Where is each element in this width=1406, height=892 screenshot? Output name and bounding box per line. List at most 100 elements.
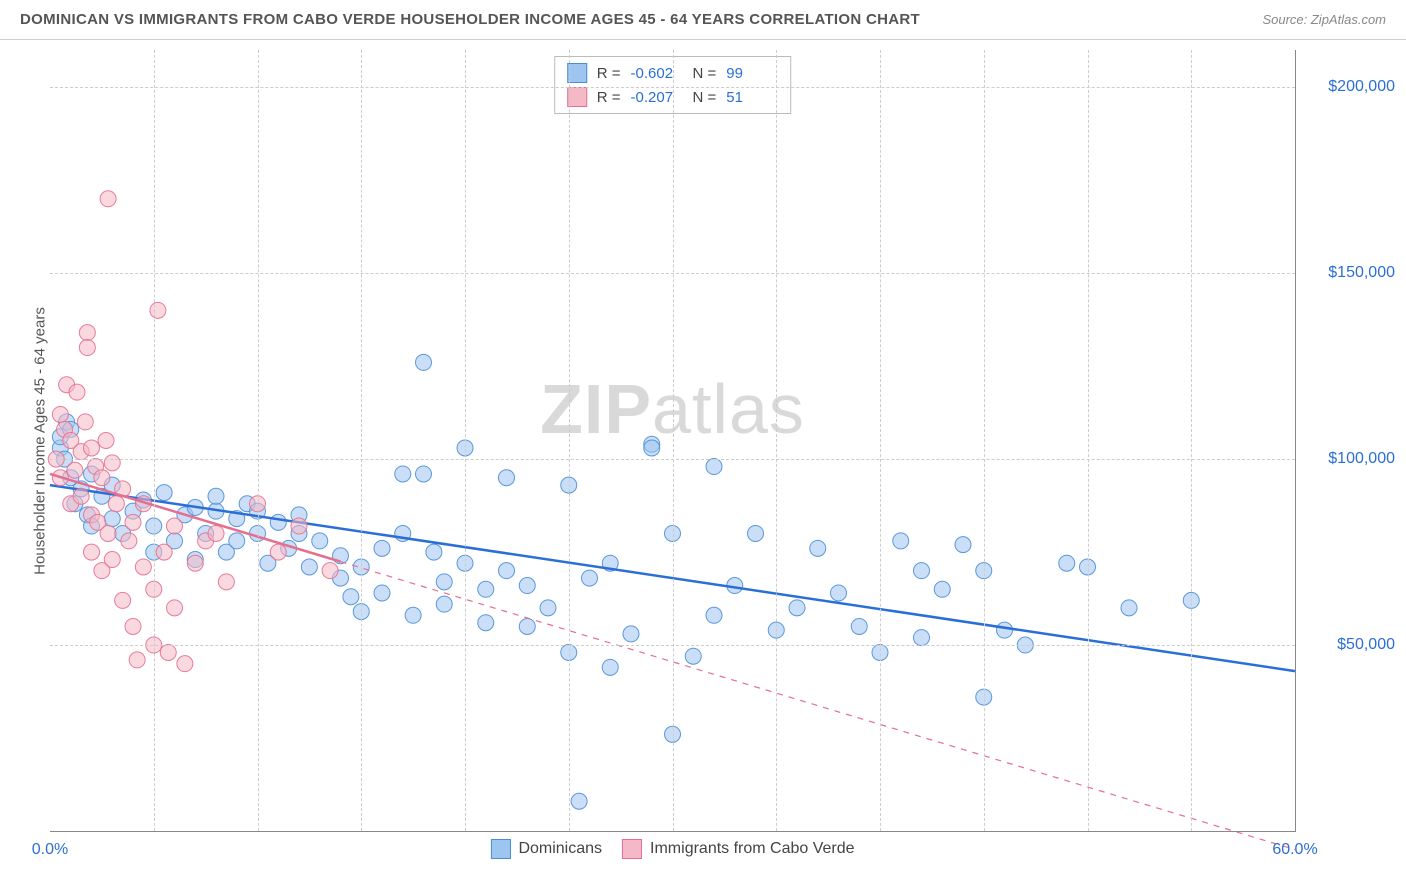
- data-point: [69, 384, 85, 400]
- data-point: [706, 459, 722, 475]
- data-point: [623, 626, 639, 642]
- data-point: [79, 340, 95, 356]
- data-point: [187, 555, 203, 571]
- data-point: [135, 559, 151, 575]
- data-point: [160, 644, 176, 660]
- legend-n-label: N =: [693, 65, 717, 82]
- data-point: [312, 533, 328, 549]
- data-point: [104, 552, 120, 568]
- data-point: [129, 652, 145, 668]
- gridline-v: [569, 50, 570, 831]
- legend-r-label: R =: [597, 65, 621, 82]
- data-point: [374, 540, 390, 556]
- legend-r-value: -0.207: [631, 89, 683, 106]
- legend-n-value: 99: [726, 65, 778, 82]
- data-point: [997, 622, 1013, 638]
- data-point: [519, 618, 535, 634]
- data-point: [77, 414, 93, 430]
- data-point: [125, 514, 141, 530]
- data-point: [218, 574, 234, 590]
- gridline-v: [1088, 50, 1089, 831]
- ytick-label: $50,000: [1305, 636, 1395, 654]
- legend-n-value: 51: [726, 89, 778, 106]
- gridline-v: [1191, 50, 1192, 831]
- data-point: [499, 563, 515, 579]
- gridline-v: [673, 50, 674, 831]
- data-point: [644, 440, 660, 456]
- data-point: [436, 574, 452, 590]
- legend-swatch: [490, 839, 510, 859]
- data-point: [1121, 600, 1137, 616]
- data-point: [789, 600, 805, 616]
- data-point: [84, 440, 100, 456]
- data-point: [177, 656, 193, 672]
- data-point: [499, 470, 515, 486]
- data-point: [748, 525, 764, 541]
- gridline-v: [776, 50, 777, 831]
- series-legend-label: Dominicans: [518, 840, 602, 858]
- data-point: [540, 600, 556, 616]
- data-point: [208, 525, 224, 541]
- data-point: [270, 544, 286, 560]
- data-point: [582, 570, 598, 586]
- data-point: [934, 581, 950, 597]
- data-point: [121, 533, 137, 549]
- gridline-v: [880, 50, 881, 831]
- gridline-v: [465, 50, 466, 831]
- data-point: [98, 433, 114, 449]
- ytick-label: $150,000: [1305, 264, 1395, 282]
- data-point: [156, 485, 172, 501]
- data-point: [914, 630, 930, 646]
- gridline-v: [154, 50, 155, 831]
- legend-r-value: -0.602: [631, 65, 683, 82]
- legend-swatch: [622, 839, 642, 859]
- data-point: [67, 462, 83, 478]
- data-point: [914, 563, 930, 579]
- chart-title: DOMINICAN VS IMMIGRANTS FROM CABO VERDE …: [20, 11, 920, 28]
- data-point: [73, 488, 89, 504]
- data-point: [810, 540, 826, 556]
- data-point: [100, 191, 116, 207]
- data-point: [79, 325, 95, 341]
- data-point: [478, 581, 494, 597]
- data-point: [125, 618, 141, 634]
- data-point: [1059, 555, 1075, 571]
- data-point: [104, 455, 120, 471]
- data-point: [436, 596, 452, 612]
- data-point: [108, 496, 124, 512]
- data-point: [270, 514, 286, 530]
- data-point: [706, 607, 722, 623]
- gridline-v: [258, 50, 259, 831]
- data-point: [291, 518, 307, 534]
- legend-r-label: R =: [597, 89, 621, 106]
- xtick-label: 0.0%: [32, 841, 68, 859]
- data-point: [104, 511, 120, 527]
- data-point: [301, 559, 317, 575]
- ytick-label: $100,000: [1305, 450, 1395, 468]
- trendline-extrapolated: [341, 562, 1296, 850]
- source-label: Source: ZipAtlas.com: [1262, 12, 1386, 27]
- data-point: [322, 563, 338, 579]
- data-point: [893, 533, 909, 549]
- data-point: [167, 600, 183, 616]
- series-legend-item: Dominicans: [490, 839, 602, 859]
- y-axis-title: Householder Income Ages 45 - 64 years: [32, 307, 49, 575]
- data-point: [150, 302, 166, 318]
- series-legend-label: Immigrants from Cabo Verde: [650, 840, 855, 858]
- series-legend-item: Immigrants from Cabo Verde: [622, 839, 855, 859]
- data-point: [395, 466, 411, 482]
- data-point: [955, 537, 971, 553]
- gridline-v: [984, 50, 985, 831]
- data-point: [100, 525, 116, 541]
- xtick-label: 60.0%: [1272, 841, 1317, 859]
- plot-area: Householder Income Ages 45 - 64 years ZI…: [50, 50, 1296, 832]
- data-point: [416, 466, 432, 482]
- series-legend: Dominicans Immigrants from Cabo Verde: [490, 839, 854, 859]
- data-point: [343, 589, 359, 605]
- data-point: [519, 578, 535, 594]
- data-point: [851, 618, 867, 634]
- data-point: [831, 585, 847, 601]
- data-point: [374, 585, 390, 601]
- data-point: [94, 470, 110, 486]
- data-point: [685, 648, 701, 664]
